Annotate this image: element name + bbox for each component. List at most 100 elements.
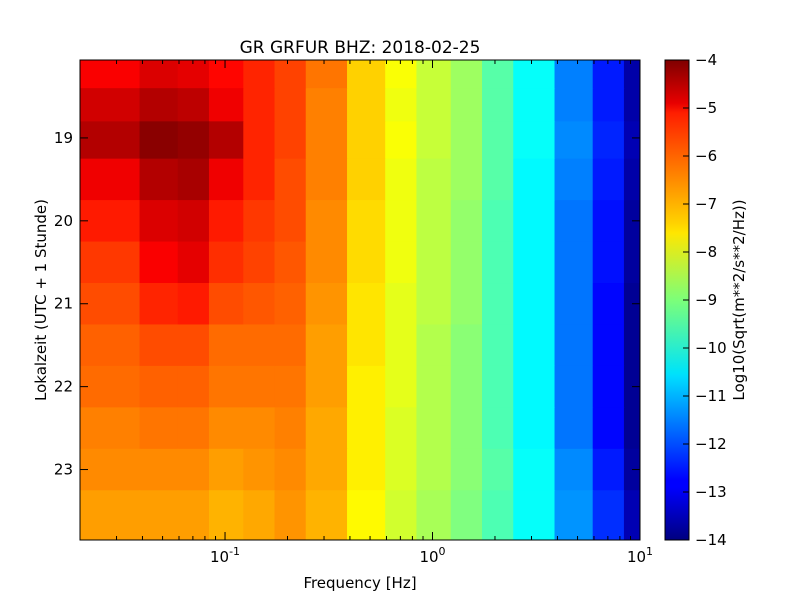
heatmap-cell bbox=[243, 407, 276, 450]
heatmap-cell bbox=[177, 283, 210, 326]
heatmap-cell bbox=[305, 158, 348, 201]
heatmap-cell bbox=[450, 283, 483, 326]
heatmap-cell bbox=[416, 324, 452, 367]
heatmap-cell bbox=[416, 407, 452, 450]
colorbar-tick-label: −6 bbox=[695, 147, 717, 165]
plot-frame bbox=[79, 59, 641, 541]
heatmap-cell bbox=[592, 60, 625, 89]
heatmap-cell bbox=[623, 365, 640, 408]
heatmap-cell bbox=[623, 283, 640, 326]
heatmap-cell bbox=[385, 324, 418, 367]
heatmap-cell bbox=[482, 88, 514, 122]
heatmap-cell bbox=[554, 448, 594, 491]
heatmap-cell bbox=[177, 324, 210, 367]
heatmap-cell bbox=[243, 283, 276, 326]
heatmap-cell bbox=[385, 490, 418, 540]
heatmap-cell bbox=[416, 60, 452, 89]
heatmap-cell bbox=[416, 283, 452, 326]
heatmap-cell bbox=[623, 324, 640, 367]
colorbar-tick-label: −8 bbox=[695, 243, 717, 261]
heatmap-cell bbox=[385, 121, 418, 160]
heatmap-cell bbox=[243, 158, 276, 201]
heatmap-cell bbox=[592, 283, 625, 326]
heatmap-cell bbox=[347, 324, 386, 367]
heatmap-cell bbox=[482, 365, 514, 408]
heatmap-cell bbox=[305, 448, 348, 491]
heatmap-cell bbox=[274, 158, 307, 201]
heatmap-cell bbox=[416, 365, 452, 408]
heatmap-cell bbox=[482, 490, 514, 540]
heatmap-cell bbox=[305, 324, 348, 367]
heatmap-cell bbox=[385, 158, 418, 201]
heatmap-cell bbox=[450, 60, 483, 89]
heatmap-cell bbox=[385, 448, 418, 491]
heatmap-cell bbox=[450, 200, 483, 243]
heatmap-cell bbox=[554, 88, 594, 122]
heatmap-cell bbox=[385, 407, 418, 450]
heatmap-cell bbox=[208, 60, 244, 89]
heatmap-cell bbox=[243, 88, 276, 122]
heatmap-cell bbox=[177, 88, 210, 122]
heatmap-cell bbox=[305, 407, 348, 450]
colorbar-tick-label: −5 bbox=[695, 99, 717, 117]
heatmap-cell bbox=[208, 158, 244, 201]
heatmap-cell bbox=[385, 241, 418, 284]
heatmap-cell bbox=[385, 88, 418, 122]
x-tick-label: 101 bbox=[627, 545, 653, 566]
colorbar-tick-label: −10 bbox=[695, 339, 727, 357]
heatmap-cell bbox=[592, 324, 625, 367]
heatmap-cell bbox=[80, 448, 141, 491]
heatmap-cell bbox=[623, 490, 640, 540]
heatmap-cell bbox=[347, 407, 386, 450]
heatmap-cell bbox=[385, 60, 418, 89]
heatmap-cell bbox=[513, 490, 556, 540]
heatmap-cell bbox=[208, 365, 244, 408]
heatmap-cell bbox=[347, 490, 386, 540]
heatmap-cell bbox=[554, 158, 594, 201]
heatmap-cell bbox=[347, 365, 386, 408]
colorbar-tick-label: −9 bbox=[695, 291, 717, 309]
heatmap-cell bbox=[450, 448, 483, 491]
heatmap-cell bbox=[274, 324, 307, 367]
colorbar-tick-label: −11 bbox=[695, 387, 727, 405]
heatmap-cell bbox=[554, 121, 594, 160]
x-tick-label: 10-1 bbox=[210, 545, 240, 566]
heatmap-cell bbox=[592, 241, 625, 284]
heatmap-cell bbox=[513, 407, 556, 450]
heatmap-cell bbox=[623, 448, 640, 491]
heatmap-cell bbox=[554, 60, 594, 89]
heatmap-cell bbox=[592, 121, 625, 160]
heatmap-cell bbox=[592, 158, 625, 201]
heatmap-cell bbox=[274, 407, 307, 450]
heatmap-cell bbox=[305, 241, 348, 284]
x-tick-label: 100 bbox=[419, 545, 445, 566]
colorbar-tick-label: −7 bbox=[695, 195, 717, 213]
heatmap-cell bbox=[347, 88, 386, 122]
heatmap-cell bbox=[139, 407, 179, 450]
heatmap-cells bbox=[80, 60, 640, 540]
heatmap-cell bbox=[513, 88, 556, 122]
x-axis-label: Frequency [Hz] bbox=[303, 574, 416, 592]
heatmap-cell bbox=[274, 283, 307, 326]
heatmap-cell bbox=[450, 365, 483, 408]
heatmap-cell bbox=[482, 283, 514, 326]
y-axis-ticks: 19 20 21 22 23 bbox=[54, 129, 640, 479]
y-tick-label: 22 bbox=[54, 378, 73, 396]
heatmap-cell bbox=[274, 241, 307, 284]
heatmap-cell bbox=[274, 200, 307, 243]
heatmap-cell bbox=[80, 60, 141, 89]
heatmap-cell bbox=[274, 121, 307, 160]
y-tick-label: 19 bbox=[54, 129, 73, 147]
heatmap-cell bbox=[274, 490, 307, 540]
chart-title: GR GRFUR BHZ: 2018-02-25 bbox=[240, 38, 481, 58]
heatmap-cell bbox=[347, 448, 386, 491]
heatmap-cell bbox=[592, 88, 625, 122]
colorbar-tick-label: −4 bbox=[695, 51, 717, 69]
heatmap-cell bbox=[80, 490, 141, 540]
heatmap-cell bbox=[177, 60, 210, 89]
heatmap-cell bbox=[623, 200, 640, 243]
heatmap-cell bbox=[208, 200, 244, 243]
heatmap-cell bbox=[623, 60, 640, 89]
heatmap-cell bbox=[80, 407, 141, 450]
heatmap-cell bbox=[385, 365, 418, 408]
